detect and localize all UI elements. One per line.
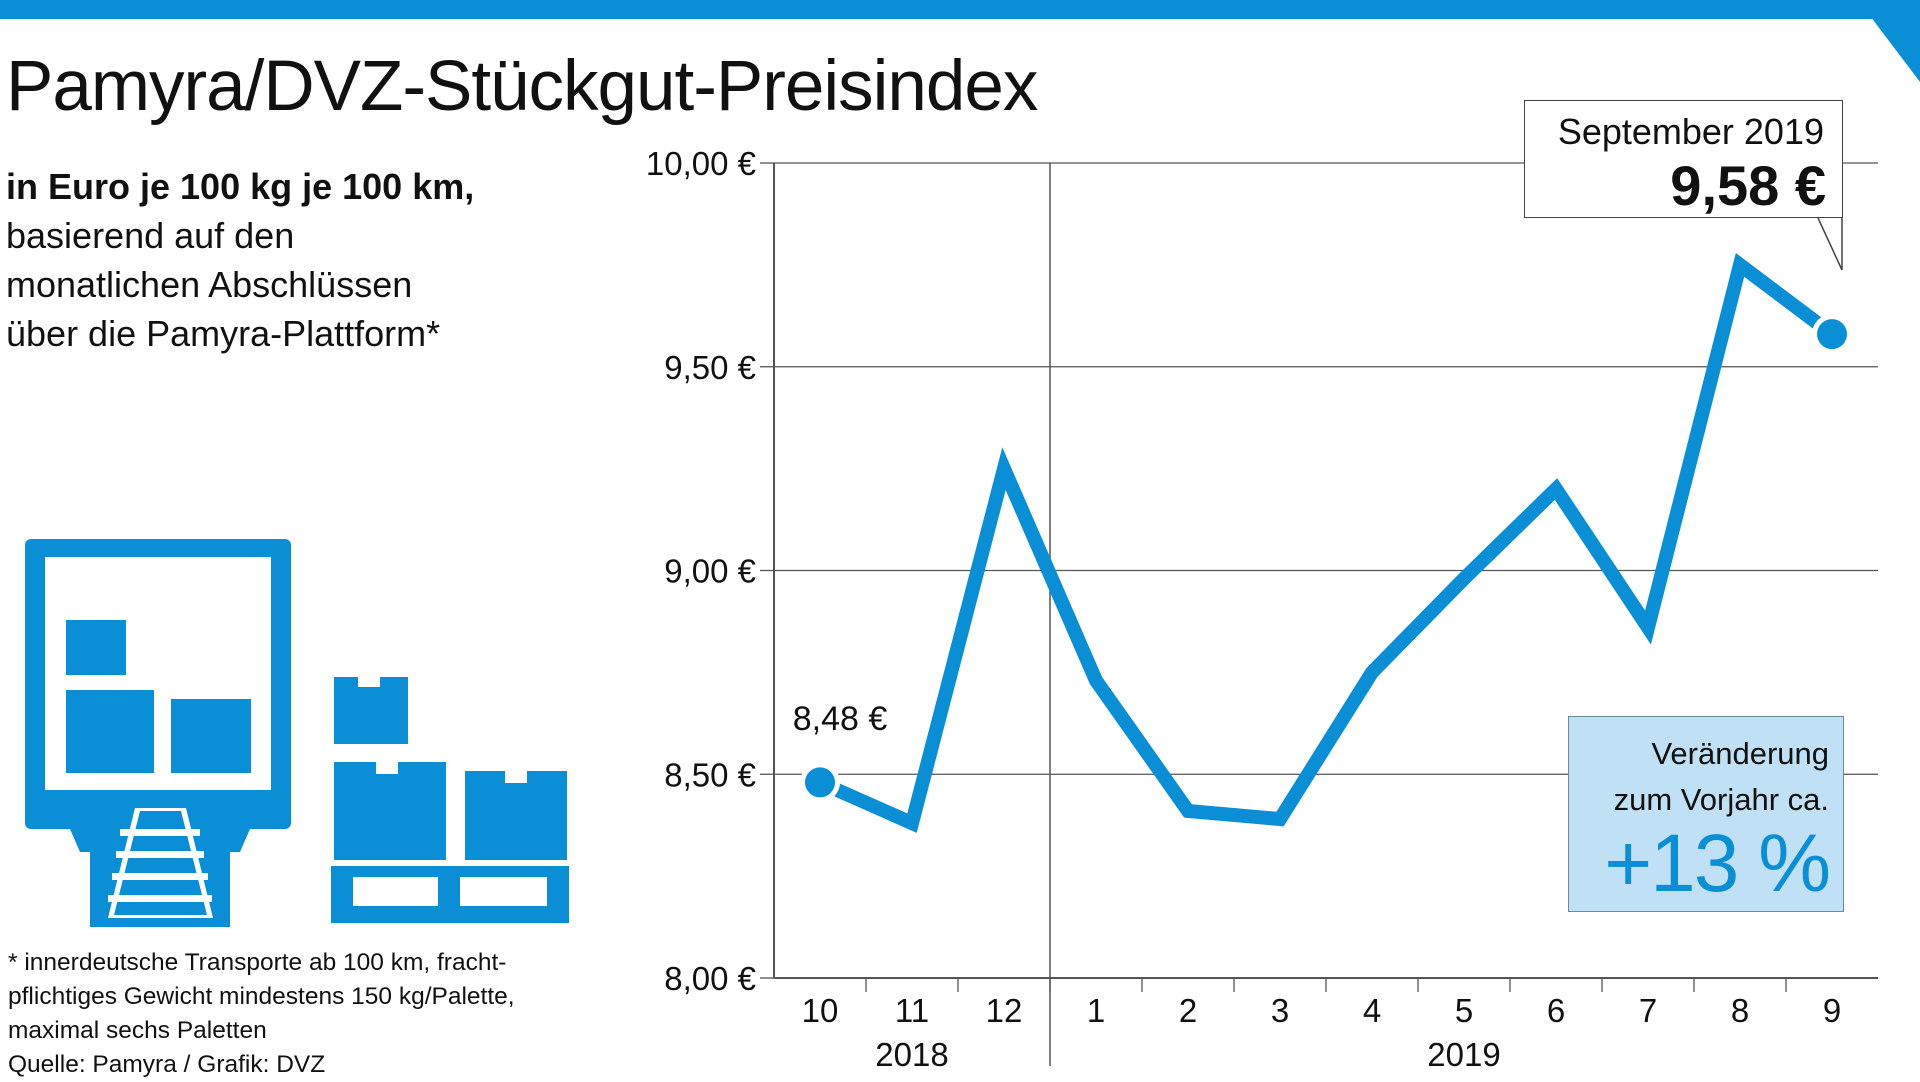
year-label: 2018	[875, 1036, 948, 1073]
truck-and-pallet-icon	[25, 539, 569, 927]
x-tick-label: 9	[1823, 992, 1841, 1029]
y-tick-label: 9,50 €	[664, 349, 756, 386]
year-label: 2019	[1427, 1036, 1500, 1073]
footnote-line-3: maximal sechs Paletten	[8, 1017, 267, 1044]
y-axis-ticks: 8,00 € 8,50 € 9,00 € 9,50 € 10,00 €	[646, 145, 756, 997]
callout-pointer	[1817, 217, 1843, 271]
subtitle-line-1: basierend auf den	[6, 215, 295, 256]
latest-value-callout: September 2019 9,58 €	[1524, 100, 1843, 218]
chart-title: Pamyra/DVZ-Stückgut-Preisindex	[6, 47, 1038, 126]
x-tick-label: 2	[1179, 992, 1197, 1029]
y-tick-label: 8,00 €	[664, 960, 756, 997]
year-over-year-change-box: Veränderung zum Vorjahr ca. +13 %	[1568, 716, 1844, 912]
x-tick-label: 1	[1087, 992, 1105, 1029]
change-label: Veränderung zum Vorjahr ca.	[1614, 731, 1829, 823]
y-tick-label: 9,00 €	[664, 553, 756, 590]
footnote: * innerdeutsche Transporte ab 100 km, fr…	[8, 946, 608, 1082]
callout-value: 9,58 €	[1670, 154, 1826, 217]
x-tick-label: 7	[1639, 992, 1657, 1029]
x-tick-label: 4	[1363, 992, 1381, 1029]
change-label-line-2: zum Vorjahr ca.	[1613, 782, 1829, 817]
subtitle-line-2: monatlichen Abschlüssen	[6, 264, 413, 305]
data-point	[805, 767, 835, 798]
footnote-line-1: * innerdeutsche Transporte ab 100 km, fr…	[8, 949, 507, 976]
x-tick-label: 10	[802, 992, 839, 1029]
x-tick-label: 11	[895, 992, 929, 1029]
x-tick-label: 5	[1455, 992, 1473, 1029]
chart-grid	[760, 162, 1878, 1066]
y-tick-label: 10,00 €	[646, 145, 756, 182]
data-point	[1817, 319, 1847, 350]
x-tick-label: 12	[986, 992, 1023, 1029]
start-value-label: 8,48 €	[793, 700, 888, 738]
series-line-path	[817, 252, 1837, 833]
source-line: Quelle: Pamyra / Grafik: DVZ	[8, 1051, 326, 1078]
corner-accent	[1858, 0, 1920, 82]
callout-month: September 2019	[1557, 111, 1824, 152]
subtitle-line-3: über die Pamyra-Plattform*	[6, 313, 441, 354]
subtitle-unit: in Euro je 100 kg je 100 km,	[6, 166, 475, 207]
x-tick-label: 6	[1547, 992, 1565, 1029]
x-tick-label: 8	[1731, 992, 1749, 1029]
y-tick-label: 8,50 €	[664, 756, 756, 793]
x-tick-label: 3	[1271, 992, 1289, 1029]
change-value: +13 %	[1604, 818, 1831, 909]
chart-subtitle: in Euro je 100 kg je 100 km, basierend a…	[6, 162, 566, 358]
change-label-line-1: Veränderung	[1651, 736, 1829, 771]
top-accent-bar	[0, 0, 1920, 19]
footnote-line-2: pflichtiges Gewicht mindestens 150 kg/Pa…	[8, 983, 515, 1010]
series-line	[800, 216, 1852, 833]
